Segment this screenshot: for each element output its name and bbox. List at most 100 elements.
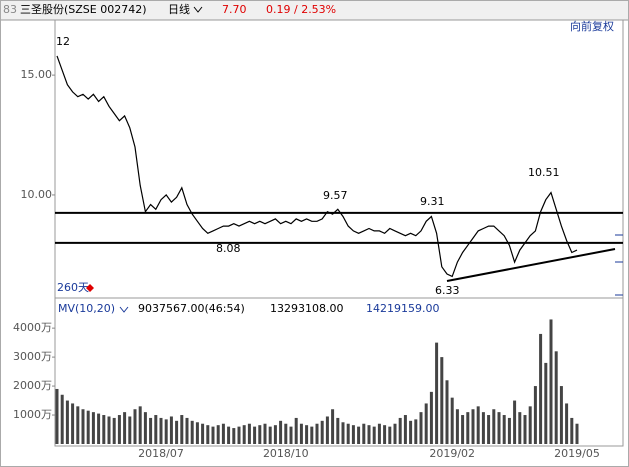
volume-bar (419, 412, 423, 444)
volume-bar (346, 423, 350, 444)
volume-bar (175, 420, 179, 444)
volume-bar (294, 417, 298, 444)
x-tick-label: 2019/02 (429, 447, 475, 460)
volume-bar (424, 403, 428, 444)
volume-bar (398, 417, 402, 444)
volume-bar (336, 417, 340, 444)
volume-bar (117, 415, 121, 444)
volume-bar (362, 423, 366, 444)
header-bar (0, 0, 629, 20)
volume-bar (544, 362, 548, 444)
volume-bar (440, 357, 444, 444)
x-tick-label: 2018/07 (138, 447, 184, 460)
volume-bar (284, 423, 288, 444)
volume-panel (54, 297, 624, 447)
volume-bar (466, 412, 470, 444)
volume-bar (112, 417, 116, 444)
volume-bar (570, 417, 574, 444)
annotation: 12 (56, 35, 70, 48)
volume-bar (533, 386, 537, 444)
volume-bar (497, 412, 501, 444)
price-panel (54, 19, 624, 299)
volume-bar (539, 333, 543, 444)
volume-bar (341, 422, 345, 444)
volume-bar (279, 420, 283, 444)
volume-bar (138, 406, 142, 444)
y-tick-label: 10.00 (21, 188, 53, 201)
volume-bar (481, 412, 485, 444)
volume-stat: 13293108.00 (270, 302, 343, 315)
volume-bar (232, 428, 236, 444)
change: 0.19 / 2.53% (266, 3, 336, 16)
volume-bar (76, 406, 80, 444)
volume-bar (190, 420, 194, 444)
volume-bar (185, 417, 189, 444)
dropdown-arrow[interactable] (119, 306, 129, 313)
volume-bar (143, 412, 147, 444)
trend-line (446, 248, 616, 282)
volume-bar (357, 426, 361, 444)
y-tick-label: 2000万 (13, 379, 52, 392)
volume-title[interactable]: MV(10,20) (58, 302, 115, 315)
volume-bar (60, 394, 64, 444)
volume-bar (471, 409, 475, 444)
volume-bar (159, 417, 163, 444)
volume-bar (91, 412, 95, 444)
volume-bar (554, 351, 558, 444)
volume-bar (169, 416, 173, 444)
volume-bar (227, 426, 231, 444)
volume-bar (325, 416, 329, 444)
volume-bar (320, 420, 324, 444)
volume-bar (331, 409, 335, 444)
period-label: 260天 (57, 281, 89, 294)
volume-bar (351, 425, 355, 444)
code: 83 (3, 3, 17, 16)
dropdown-arrow[interactable] (193, 6, 203, 13)
volume-bar (487, 415, 491, 444)
volume-bar (450, 397, 454, 444)
volume-bar (86, 410, 90, 444)
volume-bar (559, 386, 563, 444)
volume-bar (133, 409, 137, 444)
y-tick-label: 1000万 (13, 408, 52, 421)
volume-bar (206, 425, 210, 444)
volume-bar (409, 420, 413, 444)
adjust-mode[interactable]: 向前复权 (570, 19, 614, 33)
y-tick-label: 3000万 (13, 350, 52, 363)
volume-bar (492, 409, 496, 444)
volume-bar (315, 423, 319, 444)
volume-bar (367, 425, 371, 444)
volume-bar (414, 419, 418, 444)
volume-bar (242, 425, 246, 444)
volume-bar (445, 380, 449, 444)
volume-bar (435, 342, 439, 444)
x-tick-label: 2018/10 (263, 447, 309, 460)
volume-bar (154, 415, 158, 444)
volume-bar (65, 400, 69, 444)
volume-bar (429, 391, 433, 444)
annotation: 6.33 (435, 284, 460, 297)
volume-bar (575, 423, 579, 444)
stock-name: 三圣股份(SZSE 002742) (20, 3, 147, 16)
volume-bar (107, 416, 111, 444)
volume-bar (149, 417, 153, 444)
volume-bar (55, 388, 59, 444)
price-line (56, 55, 578, 278)
volume-stat: 14219159.00 (366, 302, 439, 315)
y-tick-label: 4000万 (13, 321, 52, 334)
volume-bar (565, 403, 569, 444)
volume-stat: 9037567.00(46:54) (138, 302, 245, 315)
volume-bar (528, 406, 532, 444)
volume-bar (237, 426, 241, 444)
volume-bar (216, 425, 220, 444)
x-tick-label: 2019/05 (554, 447, 600, 460)
volume-bar (461, 415, 465, 444)
volume-bar (195, 422, 199, 444)
volume-bar (268, 426, 272, 444)
volume-bar (502, 415, 506, 444)
volume-bar (513, 400, 517, 444)
volume-bar (403, 415, 407, 444)
volume-bar (455, 409, 459, 444)
volume-bar (211, 426, 215, 444)
volume-bar (383, 425, 387, 444)
